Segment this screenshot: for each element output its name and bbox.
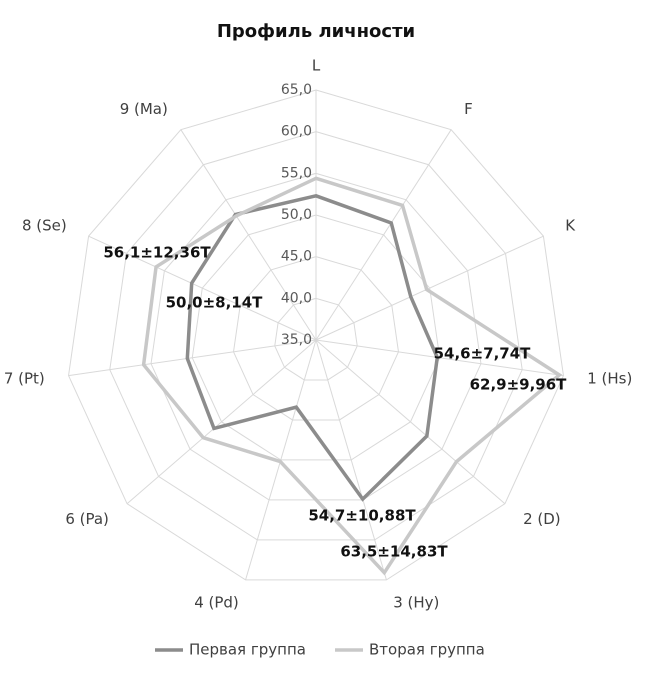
- category-label: 4 (Pd): [194, 593, 239, 611]
- legend-label: Первая группа: [189, 641, 306, 659]
- category-label: 1 (Hs): [587, 369, 632, 387]
- grid-ring: [68, 89, 564, 581]
- tick-label: 60,0: [281, 124, 312, 140]
- spoke: [180, 129, 317, 341]
- category-label: 9 (Ma): [120, 100, 168, 118]
- annotation: 63,5±14,83T: [340, 543, 448, 561]
- grid-ring: [232, 256, 400, 421]
- tick-label: 35,0: [281, 332, 312, 348]
- category-label: L: [312, 57, 321, 75]
- spoke: [88, 235, 317, 341]
- series-line: [141, 176, 563, 576]
- category-label: 2 (D): [523, 510, 561, 528]
- annotation: 54,6±7,74T: [434, 345, 532, 363]
- grid-ring: [109, 131, 523, 541]
- tick-label: 50,0: [281, 207, 312, 223]
- spoke: [68, 339, 317, 377]
- series-line: [185, 194, 440, 502]
- tick-label: 55,0: [281, 165, 312, 181]
- annotation: 56,1±12,36T: [103, 244, 211, 262]
- annotation: 50,0±8,14T: [166, 294, 264, 312]
- tick-label: 40,0: [281, 290, 312, 306]
- category-label: F: [464, 100, 473, 118]
- spoke: [315, 339, 387, 581]
- category-label: 6 (Pa): [65, 510, 109, 528]
- category-label: K: [565, 217, 576, 235]
- annotation: 54,7±10,88T: [308, 507, 416, 525]
- spoke: [315, 339, 564, 377]
- annotation: 62,9±9,96T: [470, 376, 568, 394]
- spoke: [315, 235, 544, 341]
- category-label: 7 (Pt): [4, 369, 45, 387]
- spoke: [315, 339, 506, 505]
- grid-ring: [274, 297, 358, 381]
- spoke: [126, 339, 317, 505]
- legend-label: Вторая группа: [369, 641, 485, 659]
- chart-title: Профиль личности: [217, 21, 415, 42]
- category-label: 8 (Se): [22, 217, 67, 235]
- tick-label: 45,0: [281, 249, 312, 265]
- tick-label: 65,0: [281, 82, 312, 98]
- category-label: 3 (Hy): [393, 593, 439, 611]
- spoke: [315, 129, 452, 341]
